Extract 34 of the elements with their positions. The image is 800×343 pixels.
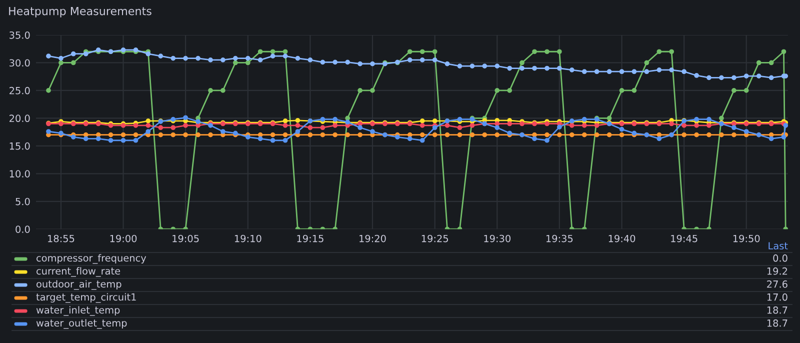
y-tick-label: 10.0 <box>10 170 30 178</box>
y-tick-label: 0.0 <box>16 226 30 233</box>
y-tick-label: 5.0 <box>16 198 30 206</box>
x-tick-label: 18:55 <box>48 234 74 242</box>
y-tick-label: 35.0 <box>10 31 30 39</box>
y-tick-label: 30.0 <box>10 59 30 67</box>
x-tick-label: 19:45 <box>671 234 698 242</box>
legend-label: water_outlet_temp <box>36 319 127 329</box>
text: Last <box>768 242 788 250</box>
y-tick-label: 25.0 <box>10 86 30 94</box>
x-tick-label: 19:35 <box>546 234 573 242</box>
chart-title: Heatpump Measurements <box>9 6 152 18</box>
x-tick-label: 19:00 <box>110 234 137 242</box>
legend-label: outdoor_air_temp <box>36 280 122 290</box>
legend-label: compressor_frequency <box>36 254 146 264</box>
text: 19.2 <box>767 267 788 275</box>
y-tick-label: 20.0 <box>10 114 30 122</box>
legend-label: water_inlet_temp <box>36 306 120 316</box>
text: 18.7 <box>767 306 788 314</box>
x-tick-label: 19:20 <box>360 234 386 242</box>
x-tick-label: 19:05 <box>172 234 199 242</box>
text: 27.6 <box>767 280 788 288</box>
x-tick-label: 19:50 <box>733 234 760 242</box>
text: 17.0 <box>767 293 788 301</box>
legend-label: current_flow_rate <box>36 267 120 277</box>
text: 18.7 <box>767 319 788 327</box>
x-tick-label: 19:10 <box>234 234 262 242</box>
x-tick-label: 19:25 <box>422 234 448 242</box>
x-tick-label: 19:30 <box>484 234 510 242</box>
x-tick-label: 19:40 <box>608 234 636 242</box>
x-tick-label: 19:15 <box>297 234 324 242</box>
y-tick-label: 15.0 <box>10 142 30 150</box>
legend-label: target_temp_circuit1 <box>36 293 136 303</box>
text: 0.0 <box>773 254 788 262</box>
